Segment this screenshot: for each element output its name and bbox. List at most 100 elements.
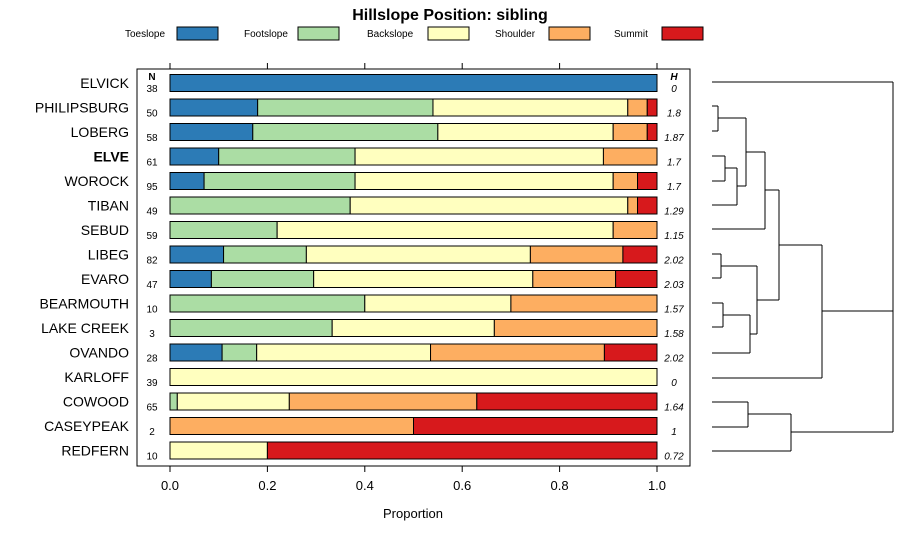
legend-label-toeslope: Toeslope — [125, 29, 165, 40]
x-axis-label: Proportion — [383, 506, 443, 521]
n-value-redfern: 10 — [146, 452, 158, 463]
chart-title: Hillslope Position: sibling — [352, 7, 548, 24]
bar-redfern-summit — [266, 441, 658, 460]
bar-libeg-footslope — [223, 245, 307, 264]
bar-libeg-backslope — [305, 245, 531, 264]
category-label-loberg: LOBERG — [71, 124, 129, 140]
bar-ovando-toeslope — [169, 343, 223, 362]
h-value-tiban: 1.29 — [664, 207, 684, 218]
n-value-cowood: 65 — [146, 403, 158, 414]
x-tick-label: 0.6 — [453, 478, 471, 493]
h-value-ovando: 2.02 — [663, 354, 684, 365]
category-label-philipsburg: PHILIPSBURG — [35, 100, 129, 116]
bar-sebud-footslope — [169, 221, 278, 239]
bar-ovando-backslope — [256, 343, 432, 362]
bar-libeg-toeslope — [169, 245, 225, 264]
legend-label-backslope: Backslope — [367, 29, 414, 40]
bar-philipsburg-summit — [646, 98, 658, 117]
bar-lake-creek-shoulder — [493, 319, 658, 337]
x-axis: 0.0 0.2 0.4 0.6 0.8 1.0 — [161, 63, 666, 493]
bar-bearmouth-backslope — [364, 294, 512, 313]
bar-elvick-toeslope — [169, 74, 658, 92]
x-tick-label: 0.2 — [258, 478, 276, 493]
bar-bearmouth-footslope — [169, 294, 366, 313]
bar-caseypeak-shoulder — [169, 417, 414, 435]
n-value-loberg: 58 — [146, 133, 158, 144]
legend-label-summit: Summit — [614, 29, 648, 40]
bar-ovando-summit — [603, 343, 658, 362]
legend-label-shoulder: Shoulder — [495, 29, 536, 40]
dendro-join-m — [790, 414, 893, 451]
bar-elve-footslope — [218, 147, 356, 166]
category-label-redfern: REDFERN — [61, 443, 129, 459]
bar-tiban-shoulder — [627, 196, 639, 215]
bar-elve-toeslope — [169, 147, 220, 166]
dendro-join-j — [778, 190, 822, 300]
dendro-join-a — [717, 106, 746, 131]
bar-elve-backslope — [354, 147, 604, 166]
h-column-header: H — [670, 72, 678, 83]
dendro-join-c — [736, 168, 746, 205]
dendro-join-h — [749, 315, 757, 353]
bar-libeg-summit — [622, 245, 658, 264]
category-label-bearmouth: BEARMOUTH — [40, 296, 129, 312]
bar-loberg-backslope — [437, 123, 614, 141]
h-value-loberg: 1.87 — [664, 133, 684, 144]
dendro-join-d — [745, 118, 765, 186]
bar-libeg-shoulder — [529, 245, 624, 264]
category-label-sebud: SEBUD — [81, 222, 129, 238]
bar-loberg-toeslope — [169, 123, 254, 141]
legend-swatch-shoulder — [548, 26, 591, 41]
h-value-bearmouth: 1.57 — [664, 305, 684, 316]
bar-evaro-shoulder — [532, 270, 617, 288]
bar-worock-backslope — [354, 172, 614, 190]
n-value-ovando: 28 — [146, 354, 158, 365]
bar-elve-shoulder — [602, 147, 658, 166]
bar-loberg-shoulder — [612, 123, 648, 141]
h-value-worock: 1.7 — [667, 182, 681, 193]
dendro-join-k — [821, 245, 893, 378]
bar-lake-creek-footslope — [169, 319, 333, 337]
n-value-lake-creek: 3 — [149, 329, 155, 340]
x-tick-label: 1.0 — [648, 478, 666, 493]
dendro-join-f — [720, 254, 757, 278]
n-column-header: N — [148, 72, 155, 83]
h-value-elvick: 0 — [671, 84, 677, 95]
bar-sebud-backslope — [276, 221, 614, 239]
h-value-elve: 1.7 — [667, 158, 681, 169]
bar-caseypeak-summit — [413, 417, 658, 435]
legend-swatch-toeslope — [176, 26, 219, 41]
category-label-karloff: KARLOFF — [64, 369, 129, 385]
h-value-cowood: 1.64 — [664, 403, 684, 414]
dendro-join-l — [747, 402, 791, 427]
plot-frame — [136, 68, 691, 467]
n-value-bearmouth: 10 — [146, 305, 158, 316]
n-value-karloff: 39 — [146, 378, 158, 389]
n-value-elvick: 38 — [146, 84, 158, 95]
bar-tiban-footslope — [169, 196, 351, 215]
category-label-lake-creek: LAKE CREEK — [41, 320, 130, 336]
bar-evaro-summit — [615, 270, 658, 288]
n-value-philipsburg: 50 — [146, 109, 158, 120]
x-tick-label: 0.4 — [356, 478, 374, 493]
bar-cowood-footslope — [169, 392, 178, 411]
bar-redfern-backslope — [169, 441, 268, 460]
bar-loberg-summit — [646, 123, 658, 141]
h-value-karloff: 0 — [671, 378, 677, 389]
dendrogram — [712, 81, 894, 452]
h-value-lake-creek: 1.58 — [664, 329, 684, 340]
bar-ovando-shoulder — [430, 343, 605, 362]
category-label-tiban: TIBAN — [88, 198, 129, 214]
bar-worock-footslope — [203, 172, 356, 190]
h-value-evaro: 2.03 — [663, 280, 684, 291]
bar-sebud-shoulder — [612, 221, 658, 239]
n-value-elve: 61 — [146, 158, 158, 169]
bar-worock-summit — [637, 172, 658, 190]
bar-worock-shoulder — [612, 172, 639, 190]
bar-philipsburg-backslope — [432, 98, 629, 117]
bar-cowood-shoulder — [288, 392, 478, 411]
bar-evaro-footslope — [210, 270, 315, 288]
h-value-caseypeak: 1 — [671, 427, 677, 438]
h-value-sebud: 1.15 — [664, 231, 684, 242]
dendro-join-g — [722, 303, 750, 327]
